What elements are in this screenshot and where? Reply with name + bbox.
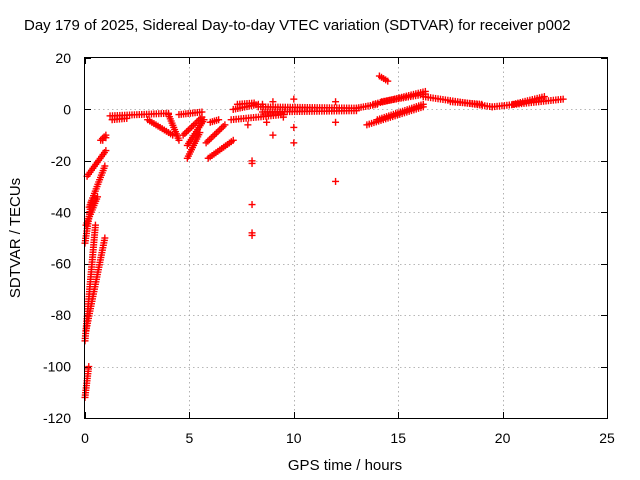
data-point	[206, 136, 214, 144]
data-point	[332, 177, 340, 185]
y-tick-labels: 20 0 -20 -40 -60 -80 -100 -120	[43, 50, 71, 426]
x-tick-label: 0	[81, 430, 89, 446]
data-point	[217, 124, 225, 132]
plot-frame	[84, 57, 608, 419]
data-point	[181, 130, 189, 138]
data-point	[290, 123, 298, 131]
data-point	[229, 136, 237, 144]
data-point	[250, 99, 258, 107]
data-point	[248, 159, 256, 167]
data-point	[384, 77, 392, 85]
y-tick-label: 0	[63, 101, 71, 117]
data-point	[290, 95, 298, 103]
data-point	[202, 139, 210, 147]
data-point	[248, 201, 256, 209]
data-point	[207, 134, 215, 142]
data-point	[175, 136, 183, 144]
x-tick-label: 20	[495, 430, 511, 446]
data-point	[184, 126, 192, 134]
y-tick-label: -20	[51, 153, 71, 169]
y-axis-label: SDTVAR / TECUs	[7, 178, 24, 298]
data-point	[332, 98, 340, 106]
data-point	[540, 93, 548, 101]
data-point	[100, 133, 108, 141]
data-point	[200, 116, 208, 124]
data-point	[101, 162, 109, 170]
data-point	[332, 118, 340, 126]
x-tick-label: 15	[390, 430, 406, 446]
y-tick-label: -80	[51, 307, 71, 323]
data-points	[81, 72, 567, 401]
x-tick-label: 10	[286, 430, 302, 446]
data-point	[269, 98, 277, 106]
data-point	[186, 125, 194, 133]
data-point	[216, 126, 224, 134]
x-tick-label: 25	[599, 430, 615, 446]
data-point	[123, 114, 131, 122]
chart-title: Day 179 of 2025, Sidereal Day-to-day VTE…	[24, 17, 571, 34]
data-point	[99, 136, 107, 144]
data-point	[212, 129, 220, 137]
x-tick-label: 5	[186, 430, 194, 446]
data-point	[211, 131, 219, 139]
data-point	[91, 221, 99, 229]
data-point	[248, 231, 256, 239]
data-point	[209, 132, 217, 140]
data-point	[215, 116, 223, 124]
data-point	[101, 234, 109, 242]
data-point	[214, 127, 222, 135]
data-point	[204, 137, 212, 145]
data-point	[102, 147, 110, 155]
data-point	[269, 131, 277, 139]
data-point	[279, 113, 287, 121]
data-point	[258, 100, 266, 108]
data-point	[196, 129, 204, 137]
y-tick-label: -120	[43, 410, 71, 426]
data-point	[244, 121, 252, 129]
y-tick-label: -40	[51, 204, 71, 220]
y-tick-label: -100	[43, 359, 71, 375]
x-tick-labels: 0 5 10 15 20 25	[81, 430, 615, 446]
data-point	[478, 100, 486, 108]
data-point	[94, 193, 102, 201]
data-point	[419, 100, 427, 108]
data-point	[183, 128, 191, 136]
data-point	[85, 363, 93, 371]
data-point	[221, 121, 229, 129]
data-point	[263, 118, 271, 126]
x-axis-label: GPS time / hours	[288, 457, 402, 474]
data-point	[290, 139, 298, 147]
data-point	[559, 95, 567, 103]
y-tick-label: 20	[55, 50, 71, 66]
data-point	[219, 122, 227, 130]
y-tick-label: -60	[51, 256, 71, 272]
